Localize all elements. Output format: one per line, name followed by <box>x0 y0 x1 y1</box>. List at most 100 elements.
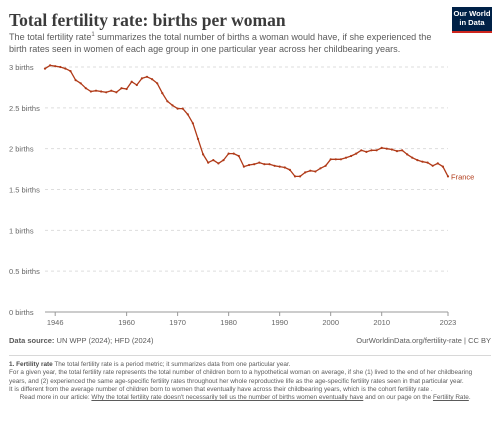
data-point[interactable] <box>380 146 383 149</box>
data-point[interactable] <box>84 87 87 90</box>
data-point[interactable] <box>43 67 47 70</box>
data-point[interactable] <box>125 87 128 91</box>
data-point[interactable] <box>161 92 164 95</box>
data-point[interactable] <box>140 77 143 80</box>
data-point[interactable] <box>237 154 240 158</box>
data-point[interactable] <box>278 165 281 168</box>
x-tick-label: 1980 <box>220 318 237 327</box>
data-point[interactable] <box>339 158 342 161</box>
data-point[interactable] <box>120 87 123 90</box>
data-point[interactable] <box>151 78 154 81</box>
data-point[interactable] <box>421 160 424 163</box>
read-more-prefix: Read more in our article: <box>19 394 92 402</box>
data-point[interactable] <box>110 89 113 92</box>
data-point[interactable] <box>299 175 302 178</box>
data-point[interactable] <box>431 164 434 167</box>
data-point[interactable] <box>436 162 439 165</box>
data-point[interactable] <box>344 156 348 159</box>
data-point[interactable] <box>145 75 149 78</box>
fertility-page-link[interactable]: Fertility Rate <box>432 394 469 402</box>
data-point[interactable] <box>135 83 138 87</box>
owid-logo[interactable]: Our World in Data <box>452 7 492 33</box>
data-point[interactable] <box>293 175 297 178</box>
data-point[interactable] <box>69 70 72 73</box>
data-point[interactable] <box>401 149 404 152</box>
data-point[interactable] <box>283 166 286 169</box>
data-point[interactable] <box>324 164 327 167</box>
data-point[interactable] <box>411 156 414 159</box>
data-point[interactable] <box>115 91 118 94</box>
data-point[interactable] <box>248 163 251 167</box>
data-point[interactable] <box>446 175 450 178</box>
series-label[interactable]: France <box>451 172 474 181</box>
data-point[interactable] <box>253 163 256 166</box>
data-point[interactable] <box>166 100 169 103</box>
data-point[interactable] <box>268 163 271 166</box>
y-tick-label: 2.5 births <box>9 104 40 113</box>
data-point[interactable] <box>395 150 399 153</box>
data-point[interactable] <box>426 161 429 164</box>
logo-line-1: Our World <box>453 9 491 18</box>
data-point[interactable] <box>242 165 245 168</box>
data-point[interactable] <box>319 167 322 170</box>
data-point[interactable] <box>334 158 337 161</box>
series-line[interactable] <box>44 64 449 178</box>
data-point[interactable] <box>365 150 368 153</box>
footnote-marker[interactable]: 1 <box>91 32 95 38</box>
data-point[interactable] <box>309 169 312 172</box>
footnote-1-line1: The total fertility rate is a period met… <box>52 361 291 368</box>
source-url[interactable]: OurWorldinData.org/fertility-rate | CC B… <box>356 336 491 345</box>
data-source-label: Data source: <box>9 336 55 345</box>
data-point[interactable] <box>130 80 133 83</box>
subtitle-text: The total fertility rate <box>9 32 92 43</box>
data-point[interactable] <box>207 161 210 164</box>
data-point[interactable] <box>94 89 98 92</box>
data-point[interactable] <box>196 137 200 140</box>
data-point[interactable] <box>105 91 108 94</box>
data-point[interactable] <box>304 171 307 174</box>
data-point[interactable] <box>258 161 261 164</box>
read-more-mid: and on our page on the <box>363 394 433 402</box>
data-point[interactable] <box>314 170 317 173</box>
data-point[interactable] <box>232 152 235 155</box>
data-point[interactable] <box>385 147 388 150</box>
data-point[interactable] <box>171 104 174 107</box>
data-point[interactable] <box>49 64 52 67</box>
data-point[interactable] <box>100 90 103 93</box>
data-point[interactable] <box>59 65 62 69</box>
y-tick-label: 2 births <box>9 145 34 154</box>
data-point[interactable] <box>217 162 220 165</box>
data-point[interactable] <box>288 168 291 171</box>
data-point[interactable] <box>186 113 189 116</box>
data-point[interactable] <box>156 82 159 85</box>
data-point[interactable] <box>416 159 419 162</box>
data-point[interactable] <box>181 107 184 110</box>
series-layer: France <box>43 64 474 181</box>
data-point[interactable] <box>375 149 378 152</box>
data-point[interactable] <box>406 153 409 156</box>
data-point[interactable] <box>74 79 77 82</box>
data-point[interactable] <box>191 122 194 125</box>
data-point[interactable] <box>227 152 230 155</box>
data-point[interactable] <box>329 158 332 161</box>
data-point[interactable] <box>212 159 215 162</box>
data-point[interactable] <box>64 67 67 70</box>
data-point[interactable] <box>79 82 82 85</box>
data-point[interactable] <box>273 164 276 167</box>
data-point[interactable] <box>441 165 444 168</box>
data-point[interactable] <box>176 107 179 110</box>
data-point[interactable] <box>89 90 92 93</box>
data-point[interactable] <box>355 152 358 155</box>
data-point[interactable] <box>350 154 353 158</box>
footnote-1-label: 1. Fertility rate <box>9 361 53 368</box>
data-point[interactable] <box>370 149 373 152</box>
footnote-1: 1. Fertility rate The total fertility ra… <box>9 361 487 369</box>
data-point[interactable] <box>390 148 393 151</box>
data-point[interactable] <box>202 153 205 156</box>
data-point[interactable] <box>222 159 225 162</box>
data-point[interactable] <box>360 149 363 152</box>
data-point[interactable] <box>263 163 266 166</box>
article-link[interactable]: Why the total fertility rate doesn't nec… <box>91 394 364 402</box>
data-point[interactable] <box>54 65 57 68</box>
footnote-1-line3: It is different from the average number … <box>9 385 433 393</box>
